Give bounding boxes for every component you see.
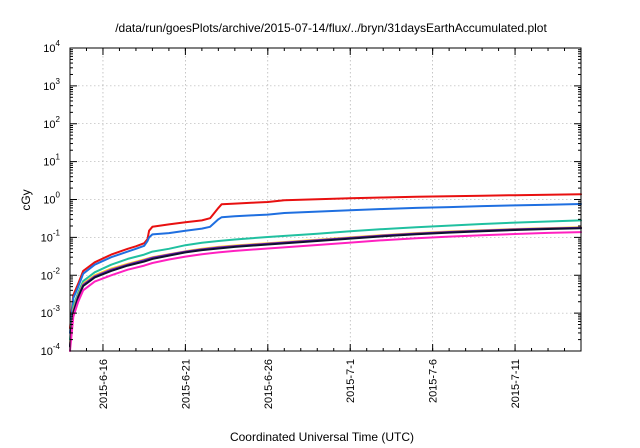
chart-title: /data/run/goesPlots/archive/2015-07-14/f… (115, 21, 547, 35)
series-line-1 (69, 193, 582, 330)
y-tick-label: 100 (43, 191, 60, 207)
y-axis-label: cGy (19, 189, 33, 210)
y-tick-label: 104 (43, 39, 60, 55)
x-axis-tick-labels: 2015-6-16 2015-6-21 2015-6-26 2015-7-1 2015-… (98, 359, 522, 409)
x-axis-label: Coordinated Universal Time (UTC) (230, 430, 414, 444)
x-tick-label: 2015-6-26 (263, 359, 275, 409)
series-line-2 (69, 203, 582, 334)
axis-ticks (69, 47, 582, 352)
series-line-6 (69, 227, 582, 348)
y-axis-tick-labels: 10-4 10-3 10-2 10-1 100 101 102 103 104 (41, 39, 61, 358)
y-tick-label: 10-1 (41, 228, 61, 244)
y-tick-label: 103 (43, 77, 60, 93)
grid (70, 48, 581, 351)
series-line-3 (69, 219, 582, 341)
y-tick-label: 10-4 (41, 342, 61, 358)
x-tick-label: 2015-7-6 (428, 359, 440, 403)
x-tick-label: 2015-6-16 (98, 359, 110, 409)
y-tick-label: 10-2 (41, 266, 61, 282)
y-tick-label: 10-3 (41, 304, 61, 320)
series-line-7 (69, 231, 582, 352)
y-tick-label: 101 (43, 153, 60, 169)
series-group (69, 193, 582, 352)
x-tick-label: 2015-6-21 (180, 359, 192, 409)
x-tick-label: 2015-7-1 (345, 359, 357, 403)
x-tick-label: 2015-7-11 (510, 359, 522, 408)
y-tick-label: 102 (43, 115, 60, 131)
